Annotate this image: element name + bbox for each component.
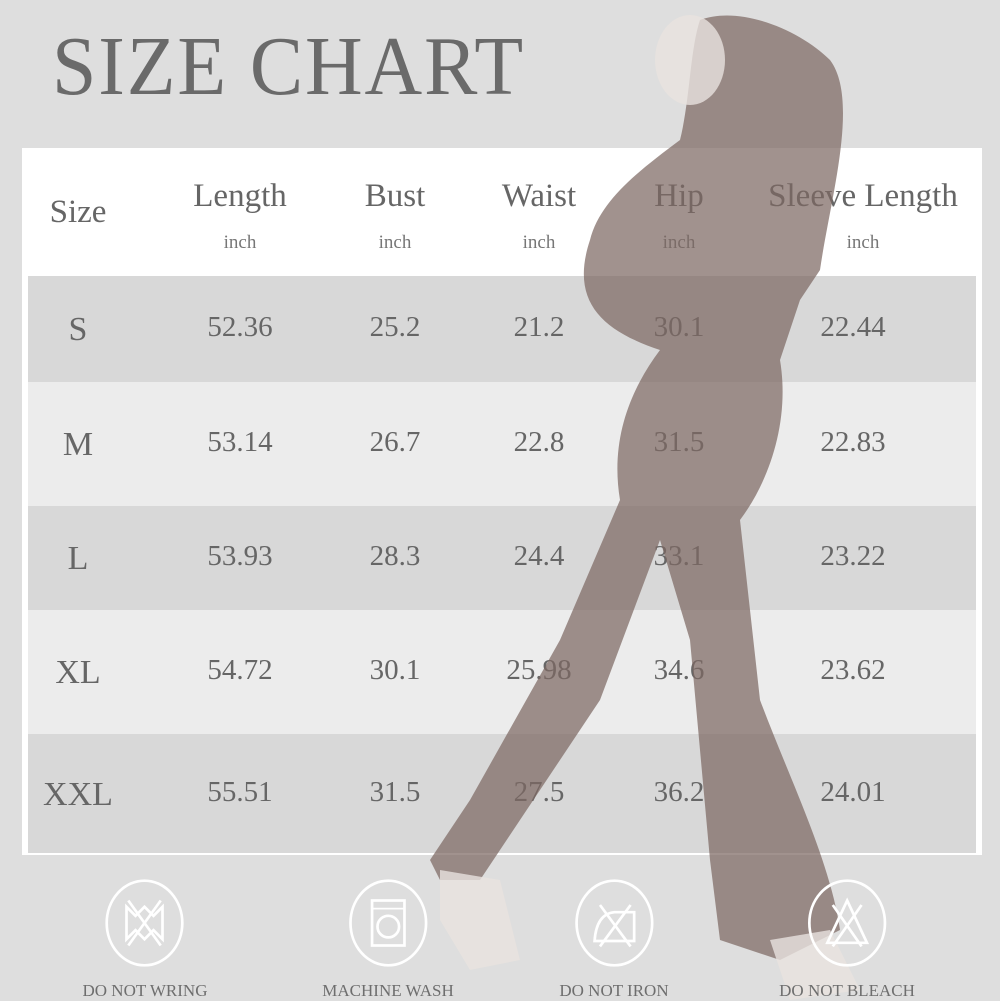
measurement-value: 25.98 (506, 654, 572, 686)
measurement-value: 28.3 (369, 540, 421, 572)
size-label: L (67, 540, 89, 577)
measurement-value: 54.72 (207, 654, 273, 686)
care-instruction: DO NOT IRON (559, 878, 669, 1001)
measurement-value: 22.8 (513, 426, 565, 458)
size-label: XL (55, 654, 101, 691)
do-not-wring-icon (105, 879, 185, 967)
measurement-value: 30.1 (653, 311, 705, 343)
table-row: XXL 55.51 31.5 27.5 36.2 24.01 (28, 734, 976, 853)
column-unit: inch (522, 232, 556, 253)
column-header: Hip (654, 178, 704, 214)
measurement-value: 33.1 (653, 540, 705, 572)
table-row: XL 54.72 30.1 25.98 34.6 23.62 (28, 610, 976, 734)
measurement-value: 34.6 (653, 654, 705, 686)
column-header: Waist (501, 178, 577, 214)
measurement-value: 23.62 (820, 654, 886, 686)
size-label: M (62, 426, 94, 463)
size-label: S (68, 311, 88, 348)
measurement-value: 27.5 (513, 775, 565, 808)
measurement-value: 36.2 (653, 775, 705, 808)
size-chart-title: SIZE CHART (52, 20, 526, 113)
care-label: DO NOT WRING (82, 981, 208, 1000)
column-header: Length (193, 178, 287, 214)
measurement-value: 52.36 (207, 311, 273, 343)
measurement-value: 30.1 (369, 654, 421, 686)
table-row: L 53.93 28.3 24.4 33.1 23.22 (28, 506, 976, 610)
size-table: Size Length inch Bust inch Waist inch Hip inch Sl… (22, 148, 982, 855)
measurement-value: 21.2 (513, 311, 565, 343)
care-label: DO NOT IRON (559, 981, 669, 1000)
column-header: Bust (364, 178, 426, 214)
care-label: MACHINE WASH (322, 981, 454, 1000)
machine-wash-icon (348, 879, 428, 967)
column-unit: inch (223, 232, 257, 253)
measurement-value: 31.5 (369, 775, 421, 808)
column-unit: inch (846, 232, 880, 253)
measurement-value: 24.4 (513, 540, 565, 572)
measurement-value: 24.01 (820, 775, 886, 808)
care-instruction: DO NOT WRING (82, 878, 208, 1001)
column-unit: inch (662, 232, 696, 253)
do-not-iron-icon (574, 879, 654, 967)
measurement-value: 53.14 (207, 426, 273, 458)
measurement-value: 23.22 (820, 540, 886, 572)
measurement-value: 25.2 (369, 311, 421, 343)
column-header: Sleeve Length (768, 178, 958, 214)
measurement-value: 22.83 (820, 426, 886, 458)
care-instruction: DO NOT BLEACH (779, 878, 915, 1001)
care-instruction: MACHINE WASH (322, 878, 454, 1001)
care-label: DO NOT BLEACH (779, 981, 915, 1000)
measurement-value: 55.51 (207, 775, 273, 808)
table-header: Size Length inch Bust inch Waist inch Hip inch Sl… (24, 150, 980, 274)
measurement-value: 31.5 (653, 426, 705, 458)
size-label: XXL (43, 775, 113, 813)
measurement-value: 26.7 (369, 426, 421, 458)
do-not-bleach-icon (807, 879, 887, 967)
column-unit: inch (378, 232, 412, 253)
table-row: M 53.14 26.7 22.8 31.5 22.83 (28, 382, 976, 506)
table-row: S 52.36 25.2 21.2 30.1 22.44 (28, 276, 976, 382)
measurement-value: 53.93 (207, 540, 273, 572)
measurement-value: 22.44 (820, 311, 886, 343)
column-header: Size (49, 194, 107, 230)
